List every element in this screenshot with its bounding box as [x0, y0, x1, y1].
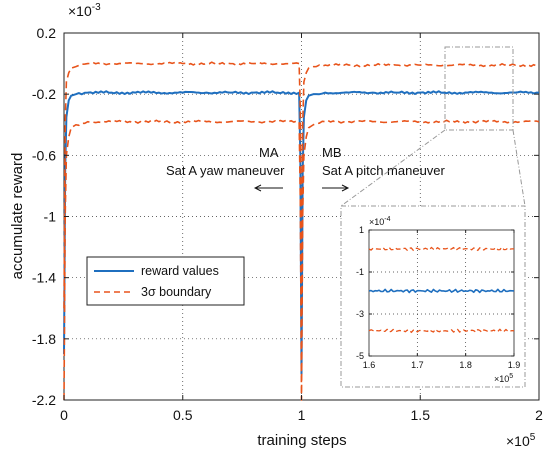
zoom-connector-right: [512, 129, 526, 207]
x-tick-label: 2: [535, 407, 543, 423]
y-tick-label: -1.4: [32, 270, 56, 286]
x-tick-label: 1.8: [459, 360, 472, 370]
main-y-ticks: 0.2 -0.2 -0.6 -1 -1.4 -1.8 -2.2: [32, 25, 539, 408]
y-axis-label: accumulate reward: [9, 153, 26, 280]
x-tick-label: 0: [60, 407, 68, 423]
x-tick-label: 1.9: [508, 360, 521, 370]
annotation-mb: MB: [322, 145, 342, 160]
main-x-ticks: 0 0.5 1 1.5 2: [60, 33, 543, 423]
annotation-ma: MA: [259, 145, 279, 160]
inset-x-multiplier-label: ×105: [494, 373, 513, 384]
y-tick-label: 1: [359, 225, 364, 235]
y-tick-label: 0.2: [37, 25, 57, 41]
y-tick-label: -2.2: [32, 392, 56, 408]
legend-label-reward: reward values: [141, 264, 219, 278]
legend: reward values 3σ boundary: [86, 256, 245, 306]
series-reward-values: [368, 288, 515, 294]
y-tick-label: -1.8: [32, 331, 56, 347]
zoom-connector-left: [340, 129, 446, 207]
y-multiplier-label: ×10-3: [68, 2, 101, 19]
arrow-right-icon: [322, 184, 350, 192]
y-tick-label: -1: [356, 267, 364, 277]
y-tick-label: -5: [356, 351, 364, 361]
y-tick-label: -0.6: [32, 147, 56, 163]
series-3sigma-boundary: [368, 328, 515, 334]
series-reward-values: [63, 90, 540, 375]
x-tick-label: 1.7: [411, 360, 424, 370]
annotation-mb-sub: Sat A pitch maneuver: [322, 163, 446, 178]
x-tick-label: 1.6: [363, 360, 376, 370]
series-3sigma-boundary: [63, 119, 540, 401]
arrow-left-icon: [253, 184, 283, 192]
inset-y-multiplier-label: ×10-4: [369, 216, 391, 227]
annotation-ma-sub: Sat A yaw maneuver: [166, 163, 285, 178]
inset-x-ticks: 1.6 1.7 1.8 1.9: [363, 230, 521, 370]
series-3sigma-boundary: [368, 246, 515, 252]
zoom-region-box: [444, 46, 514, 131]
x-multiplier-label: ×105: [506, 432, 536, 449]
legend-label-boundary: 3σ boundary: [141, 285, 212, 299]
x-tick-label: 0.5: [173, 407, 193, 423]
inset-grid: [369, 230, 514, 356]
inset-series-layer: [368, 246, 515, 334]
x-tick-label: 1.5: [411, 407, 431, 423]
y-tick-label: -3: [356, 309, 364, 319]
y-tick-label: -1: [44, 209, 57, 225]
inset-plot-area: [368, 229, 515, 357]
x-tick-label: 1: [298, 407, 306, 423]
inset-y-ticks: 1 -1 -3 -5: [356, 225, 514, 361]
x-axis-label: training steps: [257, 432, 346, 449]
main-series-layer: [63, 61, 540, 401]
y-tick-label: -0.2: [32, 86, 56, 102]
